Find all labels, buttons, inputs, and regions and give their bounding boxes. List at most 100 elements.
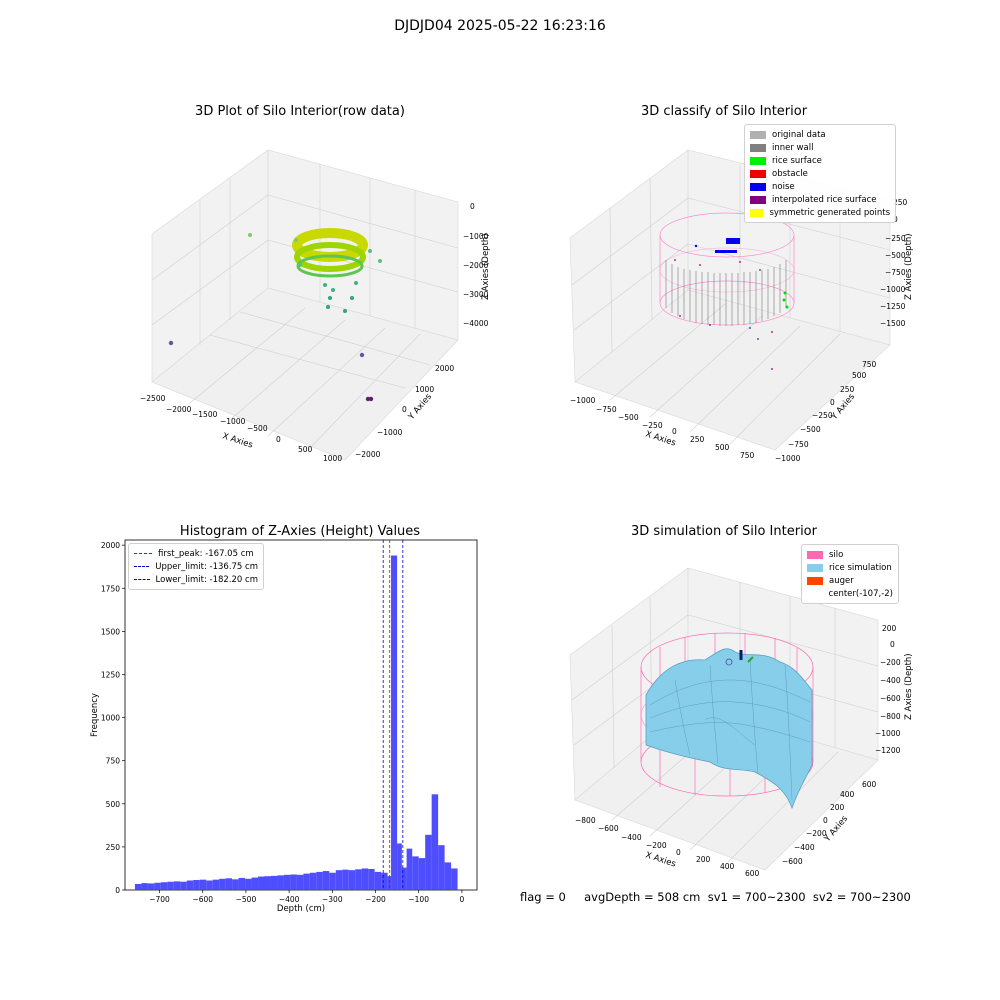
histogram-bar xyxy=(381,872,388,890)
histogram-bar xyxy=(134,883,142,890)
raw-ytick: 1000 xyxy=(415,385,434,394)
histogram-vlines xyxy=(382,540,404,890)
classify-ytick: −250 xyxy=(812,411,833,420)
raw-xtick: −500 xyxy=(247,424,268,433)
histogram-bars xyxy=(134,555,458,890)
histogram-ytick-label: 0 xyxy=(115,886,120,895)
legend-swatch xyxy=(807,576,823,585)
histogram-bar xyxy=(219,878,226,890)
histogram-xtick-label: −500 xyxy=(236,895,257,904)
simulation-3d-plot: −800 −600 −400 −200 0 200 400 600 −600 −… xyxy=(569,567,914,878)
simulation-ytick: −200 xyxy=(806,829,827,838)
simulation-zlabel: Z Axies (Depth) xyxy=(904,653,914,720)
histogram-bar xyxy=(245,878,252,890)
legend-swatch xyxy=(750,169,766,178)
legend-label: Lower_limit: -182.20 cm xyxy=(155,574,258,585)
histogram-bar xyxy=(212,879,220,890)
legend-swatch xyxy=(750,156,766,165)
histogram-plot: −700 −600 −500 −400 −300 −200 −100 0 0 250 500 750… xyxy=(90,539,478,914)
raw-ytick: 0 xyxy=(402,405,407,414)
simulation-ztick: 0 xyxy=(890,640,895,649)
histogram-bar xyxy=(387,876,392,890)
legend-label: rice surface xyxy=(772,155,822,166)
histogram-bar xyxy=(348,870,356,890)
legend-swatch xyxy=(750,130,766,139)
classify-inner-wall xyxy=(665,260,787,326)
histogram-bar xyxy=(180,881,187,890)
classify-ytick: 500 xyxy=(852,371,867,380)
raw-xtick: −2000 xyxy=(166,405,192,414)
legend-label: symmetric generated points xyxy=(769,207,890,218)
legend-line xyxy=(134,553,152,554)
classify-xtick: 750 xyxy=(740,451,755,460)
classify-zlabel: Z Axies (Depth) xyxy=(904,233,914,300)
classify-ztick: −750 xyxy=(885,268,906,277)
legend-entry: rice surface xyxy=(750,154,890,167)
simulation-xlabel: X Axies xyxy=(644,850,677,869)
histogram-bar xyxy=(206,880,213,890)
histogram-bar xyxy=(374,871,382,890)
simulation-surface-mesh xyxy=(649,657,811,801)
raw-ztick: 0 xyxy=(470,202,475,211)
simulation-auger xyxy=(725,650,754,666)
histogram-xtick-label: −600 xyxy=(192,895,213,904)
figure-title: DJDJD04 2025-05-22 16:23:16 xyxy=(394,18,606,34)
simulation-ytick: 600 xyxy=(862,780,877,789)
histogram-bar xyxy=(418,858,426,890)
histogram-bar xyxy=(160,882,168,890)
histogram-bar xyxy=(361,868,369,890)
legend-label: first_peak: -167.05 cm xyxy=(158,548,254,559)
legend-entry: first_peak: -167.05 cm xyxy=(134,547,258,560)
histogram-legend: first_peak: -167.05 cm Upper_limit: -136… xyxy=(128,543,264,590)
simulation-ztick: −600 xyxy=(880,694,901,703)
classify-xtick: −250 xyxy=(642,421,663,430)
simulation-ztick: −1200 xyxy=(875,746,901,755)
legend-label: noise xyxy=(772,181,795,192)
histogram-frame xyxy=(124,539,478,891)
histogram-bar xyxy=(335,870,343,890)
histogram-bar xyxy=(270,875,278,890)
legend-swatch xyxy=(750,143,766,152)
simulation-plot-title: 3D simulation of Silo Interior xyxy=(631,524,817,539)
raw-ztick: −4000 xyxy=(463,319,489,328)
histogram-bar xyxy=(225,878,233,890)
classify-ztick: −1000 xyxy=(880,285,906,294)
legend-swatch xyxy=(807,590,823,598)
histogram-bar xyxy=(401,867,407,890)
classify-ztick: −1250 xyxy=(880,302,906,311)
raw-xtick: −1000 xyxy=(220,417,246,426)
histogram-bar xyxy=(238,877,246,890)
histogram-bar xyxy=(412,856,419,890)
histogram-xtick-label: −400 xyxy=(279,895,300,904)
classify-ztick: −250 xyxy=(885,234,906,243)
legend-label: interpolated rice surface xyxy=(772,194,877,205)
simulation-xtick: 400 xyxy=(720,862,735,871)
histogram-bar xyxy=(277,875,284,890)
raw-xtick: 1000 xyxy=(323,454,342,463)
legend-entry: rice simulation xyxy=(807,561,893,574)
raw-xtick: −2500 xyxy=(140,394,166,403)
classify-xtick: 500 xyxy=(715,443,730,452)
legend-entry: symmetric generated points xyxy=(750,206,890,219)
histogram-bar xyxy=(329,872,336,890)
legend-label: auger xyxy=(829,575,854,586)
histogram-bar xyxy=(322,871,330,890)
histogram-ytick-label: 1000 xyxy=(101,714,120,723)
classify-points xyxy=(674,238,789,370)
histogram-bar xyxy=(391,555,398,890)
histogram-xticks: −700 −600 −500 −400 −300 −200 −100 0 xyxy=(149,890,464,904)
classify-silo-wireframe xyxy=(659,212,795,326)
legend-swatch xyxy=(807,550,823,559)
legend-label: rice simulation xyxy=(829,562,892,573)
simulation-ytick: 400 xyxy=(840,790,855,799)
classify-ytick: 250 xyxy=(840,385,855,394)
classify-xtick: −1000 xyxy=(570,396,596,405)
histogram-bar xyxy=(296,874,304,890)
simulation-xtick: 0 xyxy=(676,848,681,857)
legend-swatch xyxy=(750,208,764,217)
histogram-bar xyxy=(316,871,323,890)
raw-xtick: 0 xyxy=(276,435,281,444)
legend-line xyxy=(134,566,150,567)
simulation-legend: silo rice simulation auger center(-107,-… xyxy=(801,544,899,604)
histogram-bar xyxy=(264,876,271,890)
